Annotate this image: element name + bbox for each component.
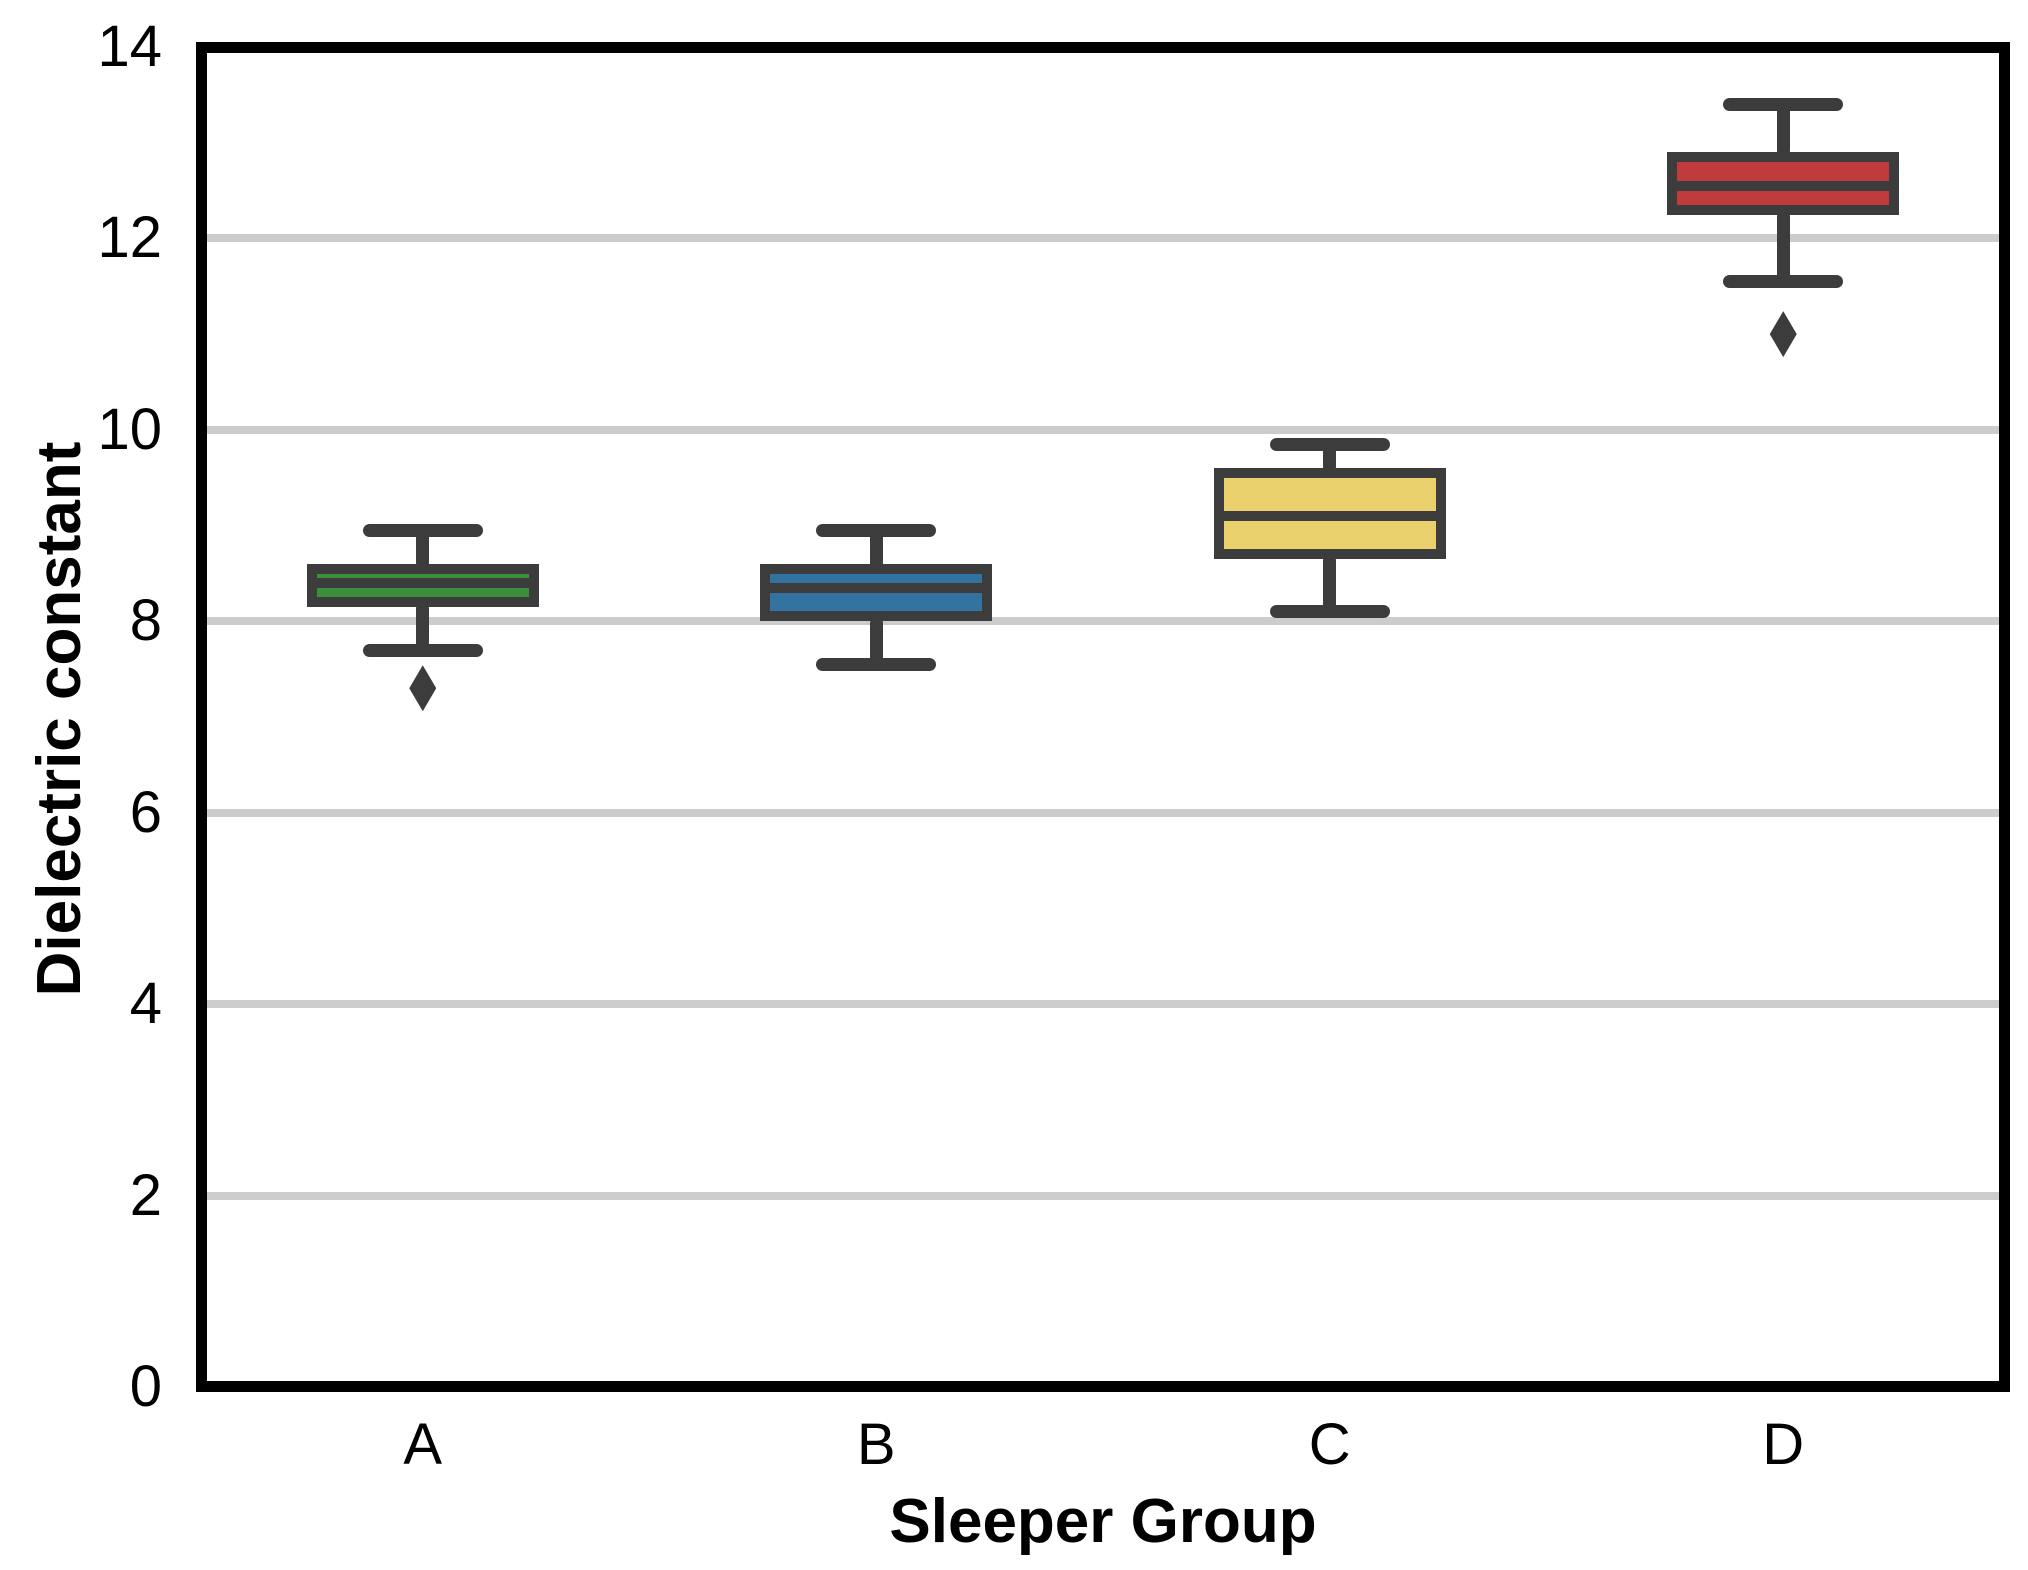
y-tick-label-12: 12 [97, 205, 162, 271]
whisker-stem-upper-B [869, 530, 883, 569]
y-tick-label-2: 2 [129, 1162, 162, 1228]
y-tick-label-10: 10 [97, 396, 162, 462]
whisker-cap-lower-C [1269, 605, 1390, 619]
x-axis-label: Sleeper Group [889, 1487, 1317, 1556]
whisker-stem-lower-D [1776, 209, 1790, 282]
whisker-cap-lower-A [362, 643, 483, 657]
x-tick-label-D: D [1762, 1412, 1805, 1477]
gridline-y-4 [207, 1000, 1999, 1009]
x-tick-label-B: B [856, 1412, 896, 1477]
whisker-stem-upper-D [1776, 104, 1790, 158]
whisker-stem-upper-A [416, 530, 430, 569]
whisker-stem-lower-A [416, 602, 430, 650]
outlier-diamond-A-0 [409, 665, 437, 712]
x-tick-label-A: A [403, 1412, 443, 1477]
whisker-stem-lower-C [1323, 554, 1337, 612]
gridline-y-6 [207, 808, 1999, 817]
whisker-cap-upper-C [1269, 437, 1390, 451]
outlier-diamond-D-0 [1769, 311, 1797, 358]
axis-spine-bottom [196, 1381, 2010, 1392]
plot-area [196, 42, 2010, 1392]
y-tick-label-4: 4 [129, 971, 162, 1037]
gridline-y-2 [207, 1191, 1999, 1200]
whisker-cap-lower-B [816, 657, 937, 671]
y-tick-label-14: 14 [97, 14, 162, 79]
y-tick-label-6: 6 [129, 779, 162, 845]
x-tick-label-C: C [1308, 1412, 1351, 1477]
median-line-A [316, 578, 529, 588]
whisker-cap-lower-D [1723, 275, 1844, 288]
whisker-stem-lower-B [869, 616, 883, 665]
axis-spine-top [196, 42, 2010, 53]
whisker-stem-upper-C [1323, 444, 1337, 473]
whisker-cap-upper-D [1723, 97, 1844, 111]
whisker-cap-upper-B [816, 523, 937, 537]
gridline-y-10 [207, 425, 1999, 434]
y-tick-label-0: 0 [129, 1354, 162, 1419]
whisker-cap-upper-A [362, 523, 483, 537]
axis-spine-left [196, 42, 207, 1392]
median-line-B [770, 582, 983, 593]
gridline-y-8 [207, 617, 1999, 626]
y-tick-label-8: 8 [129, 588, 162, 654]
median-line-C [1223, 511, 1436, 521]
median-line-D [1677, 180, 1890, 191]
axis-spine-right [1999, 42, 2010, 1392]
gridline-y-12 [207, 234, 1999, 243]
